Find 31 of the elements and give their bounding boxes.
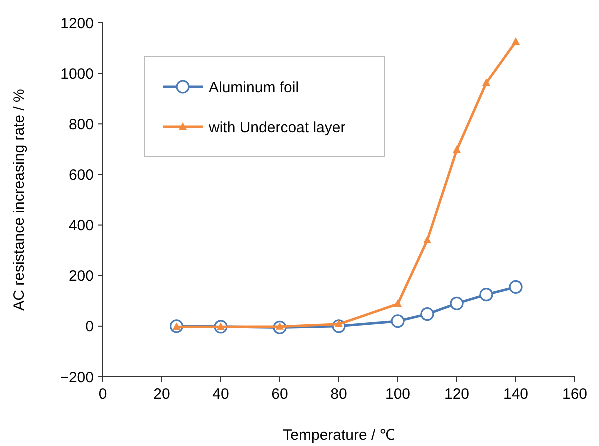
point <box>420 307 434 322</box>
x-tick-label: 20 <box>154 386 170 403</box>
y-tick-label: 400 <box>68 218 94 235</box>
point <box>424 236 432 244</box>
y-tick-label: 200 <box>68 268 94 286</box>
legend-label: Aluminum foil <box>209 79 300 96</box>
x-tick-label: 40 <box>212 386 230 403</box>
x-tick-label: 60 <box>272 386 288 403</box>
y-tick-label: 1000 <box>60 66 94 83</box>
x-axis-title: Temperature / ℃ <box>283 427 395 444</box>
point <box>453 146 461 154</box>
x-tick-label: 80 <box>330 386 348 403</box>
y-tick-label: −200 <box>60 369 94 386</box>
x-tick-label: 0 <box>98 386 108 403</box>
y-tick-label: 0 <box>86 318 94 336</box>
point <box>482 78 490 86</box>
point <box>394 300 402 308</box>
legend-label: with Undercoat layer <box>208 119 346 136</box>
y-axis-title: AC resistance increasing rate / % <box>11 89 28 311</box>
y-tick-label: 800 <box>68 116 94 134</box>
point <box>512 37 520 45</box>
y-tick-label: 600 <box>68 166 94 184</box>
x-tick-label: 160 <box>562 386 588 403</box>
y-tick-label: 1200 <box>60 15 94 32</box>
x-tick-label: 100 <box>385 386 411 403</box>
x-tick-label: 120 <box>444 386 470 403</box>
x-tick-label: 140 <box>503 386 529 403</box>
point <box>450 296 464 310</box>
point <box>509 280 523 294</box>
point <box>391 314 405 328</box>
point <box>480 288 494 302</box>
